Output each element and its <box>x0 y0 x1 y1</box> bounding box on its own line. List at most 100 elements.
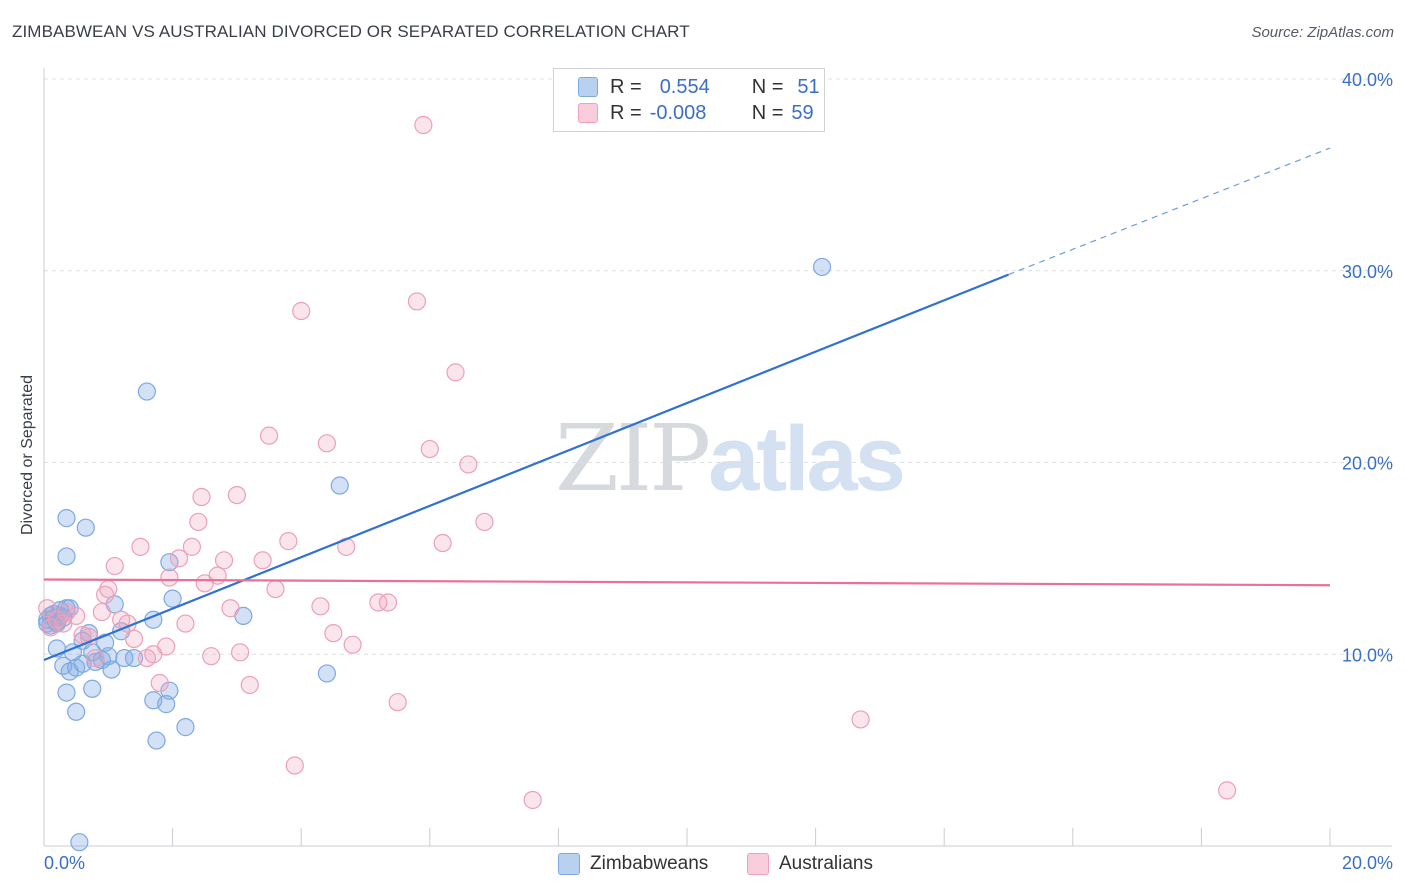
point-zimbabwean <box>57 547 76 566</box>
point-zimbabwean <box>812 257 832 277</box>
tick-labels: 10.0% 20.0% 30.0% 40.0% 0.0% 20.0% <box>44 70 1393 873</box>
point-australian <box>150 673 169 693</box>
point-zimbabwean <box>147 731 166 750</box>
point-australian <box>259 426 279 445</box>
legend-label: Zimbabweans <box>590 853 709 874</box>
point-zimbabwean <box>176 718 195 737</box>
point-australian <box>169 549 189 568</box>
point-zimbabwean <box>57 683 76 702</box>
legend-n-value: 51 <box>797 75 820 98</box>
point-australian <box>105 556 124 576</box>
bottom-legend-australians: Australians <box>747 851 873 877</box>
point-australian <box>202 647 221 666</box>
point-zimbabwean <box>157 695 176 714</box>
trend-line-australians <box>43 578 1331 587</box>
correlation-legend: R = 0.554 N = 51 R = -0.008 N = 59 <box>553 68 825 132</box>
point-australian <box>157 637 176 656</box>
point-zimbabwean <box>83 679 102 698</box>
point-zimbabwean <box>137 382 156 401</box>
point-australian <box>285 756 304 775</box>
point-australian <box>343 635 362 654</box>
legend-r-label: R = <box>610 75 642 98</box>
point-australian <box>851 710 870 729</box>
point-australian <box>407 292 427 311</box>
point-zimbabwean <box>160 681 179 700</box>
point-zimbabwean <box>330 476 349 495</box>
legend-n-label: N = <box>751 101 784 124</box>
point-australian <box>124 629 144 649</box>
point-australian <box>279 532 298 551</box>
point-australian <box>57 602 76 622</box>
point-zimbabwean <box>317 664 337 683</box>
point-australian <box>86 648 105 668</box>
axes <box>43 68 1392 847</box>
y-tick-label: 10.0% <box>1342 645 1393 665</box>
point-zimbabwean <box>70 833 89 852</box>
point-australian <box>420 439 439 459</box>
y-tick-label: 30.0% <box>1342 262 1393 282</box>
legend-label: Australians <box>779 853 873 874</box>
point-zimbabwean <box>160 553 179 572</box>
point-zimbabwean <box>124 648 144 668</box>
trend-lines <box>43 147 1331 662</box>
legend-swatch-blue <box>558 853 580 875</box>
point-australian <box>182 537 201 556</box>
legend-swatch-pink <box>578 103 598 123</box>
point-australian <box>192 487 211 507</box>
x-tick-label: 0.0% <box>44 853 85 873</box>
point-australian <box>459 455 478 474</box>
point-australian <box>414 115 433 135</box>
point-australian <box>221 599 240 618</box>
point-australian <box>369 593 388 612</box>
chart-title: ZIMBABWEAN VS AUSTRALIAN DIVORCED OR SEP… <box>12 22 690 41</box>
point-australian <box>67 606 86 626</box>
legend-row-zimbabweans: R = 0.554 N = 51 <box>578 75 820 99</box>
legend-r-label: R = <box>610 101 642 124</box>
point-australian <box>388 693 407 712</box>
grid-lines <box>44 78 1392 655</box>
legend-row-australians: R = -0.008 N = 59 <box>578 101 814 125</box>
point-australian <box>131 537 150 556</box>
bottom-legend-zimbabweans: Zimbabweans <box>558 851 708 877</box>
legend-n-label: N = <box>751 75 784 98</box>
y-tick-label: 40.0% <box>1342 70 1393 90</box>
point-zimbabwean <box>76 518 95 537</box>
point-australian <box>214 551 234 570</box>
y-tick-label: 20.0% <box>1342 454 1393 474</box>
point-australian <box>227 485 246 505</box>
legend-n-value: 59 <box>791 101 814 124</box>
point-zimbabwean <box>163 589 182 608</box>
point-australian <box>160 568 179 587</box>
point-australian <box>475 512 494 532</box>
point-australian <box>523 790 542 810</box>
point-australian <box>446 363 465 382</box>
point-australian <box>292 301 311 321</box>
point-zimbabwean <box>57 509 76 528</box>
point-australian <box>324 624 343 643</box>
point-australian <box>266 579 285 599</box>
point-zimbabwean <box>102 660 121 679</box>
point-zimbabwean <box>115 648 134 668</box>
point-australian <box>378 593 398 612</box>
point-australian <box>311 597 330 616</box>
point-zimbabwean <box>95 633 115 652</box>
point-zimbabwean <box>67 702 86 721</box>
point-australian <box>240 675 259 695</box>
point-australian <box>95 585 115 604</box>
x-tick-label: 20.0% <box>1342 853 1393 873</box>
point-australian <box>231 643 250 662</box>
trend-line-zimbabweans <box>43 273 1009 662</box>
trend-line-zimbabweans-extension <box>1008 147 1331 276</box>
point-australian <box>176 614 195 633</box>
data-points <box>38 115 1237 852</box>
point-australian <box>1218 781 1237 800</box>
legend-r-value: -0.008 <box>649 101 707 124</box>
point-australian <box>433 533 452 553</box>
point-australian <box>92 602 111 622</box>
legend-swatch-pink <box>747 853 769 875</box>
point-australian <box>208 566 227 585</box>
point-australian <box>189 512 208 532</box>
point-australian <box>317 434 337 453</box>
legend-r-value: 0.554 <box>659 75 710 98</box>
